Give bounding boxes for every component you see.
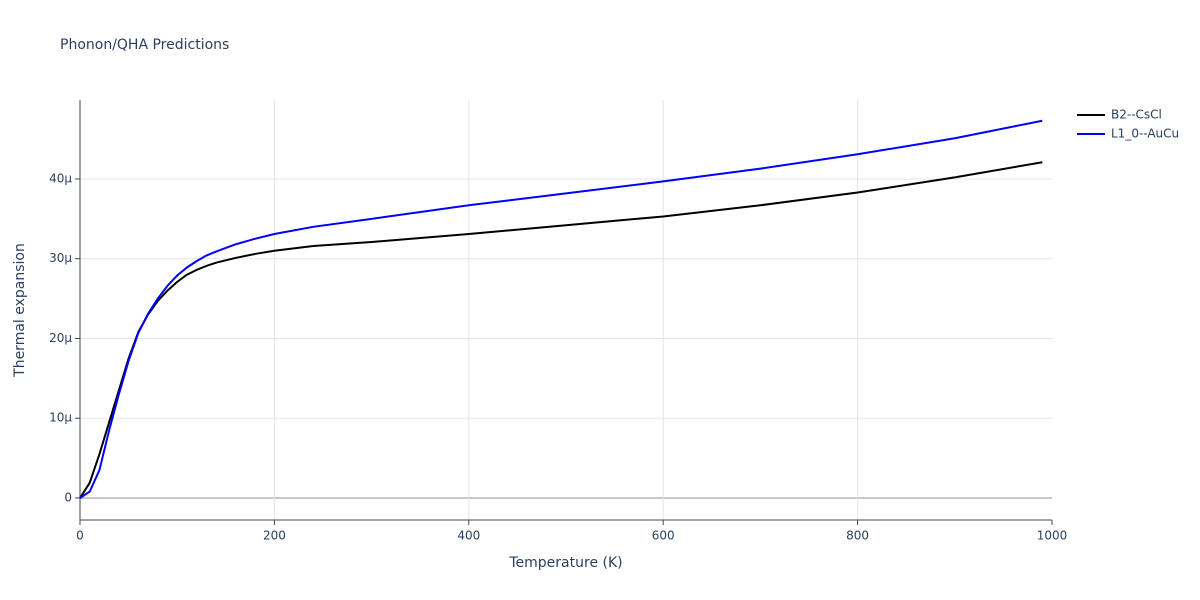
x-axis-title: Temperature (K) [508, 555, 622, 571]
line-series [79, 119, 1043, 499]
y-tick-label: 30μ [49, 251, 72, 265]
chart-title: Phonon/QHA Predictions [60, 37, 229, 53]
x-tick-label: 0 [76, 529, 84, 543]
x-tick-label: 800 [846, 529, 869, 543]
y-tick-label: 0 [64, 490, 72, 504]
line-series [79, 161, 1043, 499]
y-tick-label: 20μ [49, 331, 72, 345]
legend-label: B2--CsCl [1111, 108, 1162, 122]
legend-label: L1_0--AuCu [1111, 127, 1179, 141]
x-tick-label: 200 [263, 529, 286, 543]
y-axis-title: Thermal expansion [12, 243, 28, 378]
x-tick-label: 400 [457, 529, 480, 543]
x-tick-label: 600 [652, 529, 675, 543]
y-tick-label: 40μ [49, 171, 72, 185]
y-tick-label: 10μ [49, 411, 72, 425]
x-tick-label: 1000 [1037, 529, 1068, 543]
